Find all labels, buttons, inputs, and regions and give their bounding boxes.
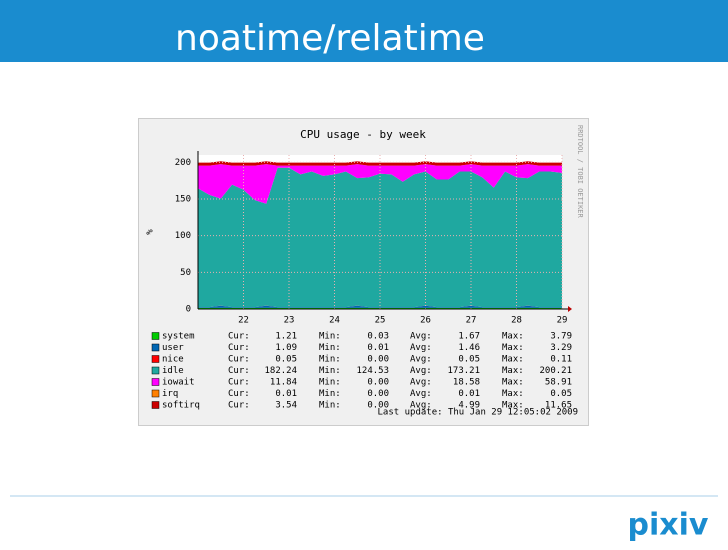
legend-swatch	[151, 401, 160, 409]
stat-label: Max:	[502, 332, 524, 342]
x-tick-label: 27	[466, 316, 477, 326]
stat-value: 11.84	[270, 378, 297, 388]
y-tick-label: 200	[175, 158, 191, 168]
stat-label: Max:	[502, 378, 524, 388]
stat-label: Min:	[319, 401, 341, 411]
stat-value: 0.00	[367, 389, 389, 399]
stat-label: Avg:	[410, 366, 432, 376]
stat-value: 0.00	[367, 401, 389, 411]
x-tick-label: 29	[557, 316, 568, 326]
stat-value: 182.24	[264, 366, 297, 376]
stat-value: 0.00	[367, 355, 389, 365]
legend-label: irq	[162, 389, 178, 399]
legend-swatch	[151, 366, 160, 375]
stat-value: 3.29	[550, 343, 572, 353]
stat-label: Cur:	[228, 343, 250, 353]
stat-value: 1.21	[275, 332, 297, 342]
stat-label: Avg:	[410, 378, 432, 388]
legend-swatch	[151, 378, 160, 386]
stat-label: Max:	[502, 389, 524, 399]
stat-value: 1.09	[275, 343, 297, 353]
y-tick-label: 150	[175, 195, 191, 205]
stat-value: 0.00	[367, 378, 389, 388]
stat-value: 0.01	[458, 389, 480, 399]
stat-label: Cur:	[228, 332, 250, 342]
stat-value: 0.01	[275, 389, 297, 399]
legend-label: nice	[162, 355, 184, 365]
stat-value: 0.11	[550, 355, 572, 365]
y-axis-label: %	[146, 229, 156, 235]
stat-label: Cur:	[228, 366, 250, 376]
x-tick-label: 28	[511, 316, 522, 326]
y-tick-label: 0	[186, 305, 191, 315]
x-tick-label: 25	[375, 316, 386, 326]
stat-value: 0.05	[550, 389, 572, 399]
stat-value: 11.65	[545, 401, 572, 411]
stat-label: Max:	[502, 343, 524, 353]
x-tick-label: 24	[329, 316, 340, 326]
legend-label: iowait	[162, 378, 195, 388]
stat-value: 0.05	[275, 355, 297, 365]
last-update: Last update: Thu Jan 29 12:05:02 2009	[378, 408, 578, 418]
stat-value: 3.79	[550, 332, 572, 342]
stat-value: 18.58	[453, 378, 480, 388]
stat-value: 4.99	[458, 401, 480, 411]
stat-label: Avg:	[410, 389, 432, 399]
area	[198, 164, 562, 204]
legend-label: user	[162, 343, 184, 353]
y-tick-label: 100	[175, 231, 191, 241]
stat-label: Cur:	[228, 355, 250, 365]
area	[198, 305, 562, 308]
stat-label: Min:	[319, 332, 341, 342]
stat-label: Max:	[502, 355, 524, 365]
stat-value: 58.91	[545, 378, 572, 388]
x-tick-label: 26	[420, 316, 431, 326]
stat-label: Cur:	[228, 389, 250, 399]
stat-value: 173.21	[447, 366, 480, 376]
legend-label: idle	[162, 366, 184, 376]
stat-value: 1.67	[458, 332, 480, 342]
stat-label: Min:	[319, 378, 341, 388]
x-arrow	[568, 306, 572, 312]
logo: pixiv	[628, 508, 709, 543]
stat-value: 0.01	[367, 343, 389, 353]
stat-label: Cur:	[228, 378, 250, 388]
stat-label: Avg:	[410, 332, 432, 342]
stat-label: Avg:	[410, 401, 432, 411]
stat-value: 200.21	[539, 366, 572, 376]
legend-swatch	[151, 343, 160, 352]
areas	[198, 161, 562, 309]
x-tick-label: 22	[238, 316, 249, 326]
stat-label: Min:	[319, 366, 341, 376]
stat-value: 1.46	[458, 343, 480, 353]
stat-value: 3.54	[275, 401, 297, 411]
x-tick-label: 23	[284, 316, 295, 326]
legend-swatch	[151, 389, 160, 398]
stat-label: Min:	[319, 355, 341, 365]
legend-swatch	[151, 355, 160, 363]
watermark: RRDTOOL / TOBI OETIKER	[576, 125, 584, 219]
stat-label: Avg:	[410, 355, 432, 365]
stat-label: Max:	[502, 401, 524, 411]
stat-label: Cur:	[228, 401, 250, 411]
slide-title: noatime/relatime	[175, 18, 485, 59]
stat-label: Max:	[502, 366, 524, 376]
legend-label: softirq	[162, 401, 200, 411]
chart-title: CPU usage - by week	[300, 128, 426, 141]
y-tick-label: 50	[180, 268, 191, 278]
stat-label: Min:	[319, 389, 341, 399]
stat-label: Avg:	[410, 343, 432, 353]
legend-swatch	[151, 332, 160, 340]
legend-label: system	[162, 332, 195, 342]
header-band	[0, 0, 728, 62]
stat-value: 0.05	[458, 355, 480, 365]
stat-value: 0.03	[367, 332, 389, 342]
stat-label: Min:	[319, 343, 341, 353]
stat-value: 124.53	[356, 366, 389, 376]
